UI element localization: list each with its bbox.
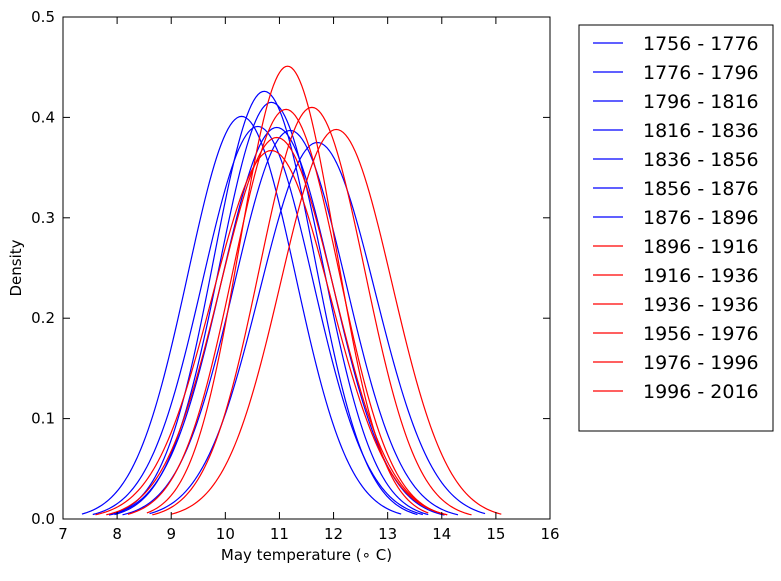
series-line-8: [146, 65, 429, 514]
x-tick-label: 12: [324, 525, 343, 543]
y-tick-label: 0.5: [31, 8, 55, 26]
series-line-10: [106, 136, 448, 516]
axes: 7 8 9 10 11 12 13 14 15 16 0.0 0.1 0.2 0.3 0.4 0.5: [31, 8, 559, 543]
y-tick-label: 0.4: [31, 108, 55, 126]
legend-label: 1916 - 1936: [643, 265, 759, 287]
legend-box: [578, 24, 774, 432]
legend-label: 1776 - 1796: [643, 62, 759, 84]
y-tick-label: 0.0: [31, 510, 55, 528]
y-tick-label: 0.1: [31, 410, 55, 428]
legend-label: 1856 - 1876: [643, 178, 759, 200]
density-curves: [81, 65, 502, 516]
series-line-9: [127, 108, 445, 515]
plot-background: [63, 17, 550, 519]
series-line-13: [171, 128, 502, 515]
series-line-4: [92, 125, 423, 516]
x-tick-label: 9: [166, 525, 176, 543]
series-line-1: [81, 115, 402, 515]
x-tick-label: 10: [216, 525, 235, 543]
legend-label: 1816 - 1836: [643, 120, 759, 142]
legend-label: 1996 - 2016: [643, 381, 759, 403]
x-tick-label: 11: [270, 525, 289, 543]
legend-label: 1956 - 1976: [643, 323, 759, 345]
series-line-12: [152, 106, 472, 516]
legend-label: 1796 - 1816: [643, 91, 759, 113]
x-tick-label: 8: [112, 525, 122, 543]
series-line-11: [95, 149, 448, 516]
x-axis-label: May temperature (∘ C): [221, 546, 392, 564]
legend-label: 1876 - 1896: [643, 207, 759, 229]
legend-label: 1936 - 1936: [643, 294, 759, 316]
series-line-6: [149, 141, 486, 515]
y-tick-label: 0.3: [31, 209, 55, 227]
legend-label: 1756 - 1776: [643, 33, 759, 55]
legend-label: 1896 - 1916: [643, 236, 759, 258]
y-axis-label: Density: [7, 239, 25, 296]
y-tick-label: 0.2: [31, 309, 55, 327]
x-tick-label: 7: [58, 525, 68, 543]
x-tick-label: 13: [378, 525, 397, 543]
x-tick-label: 14: [432, 525, 451, 543]
x-tick-label: 16: [540, 525, 559, 543]
legend-label: 1836 - 1856: [643, 149, 759, 171]
legend-label: 1976 - 1996: [643, 352, 759, 374]
axes-frame: [62, 16, 551, 520]
plot-area: [63, 17, 550, 519]
x-tick-label: 15: [486, 525, 505, 543]
legend: 1756 - 1776 1776 - 1796 1796 - 1816 1816 - …: [578, 24, 774, 432]
